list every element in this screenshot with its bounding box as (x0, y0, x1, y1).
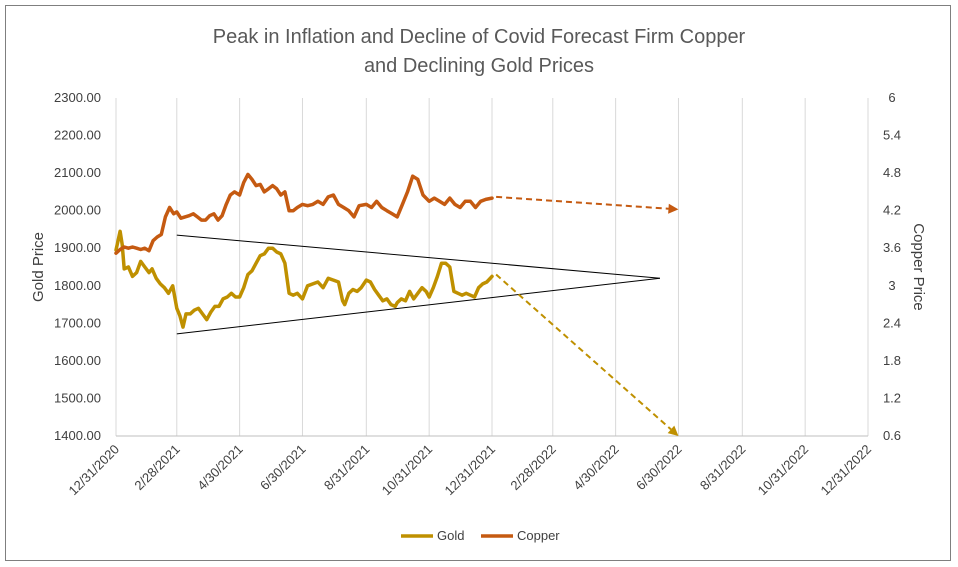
right-axis-title: Copper Price (910, 223, 927, 311)
x-tick-label: 12/31/2020 (65, 442, 122, 499)
right-y-tick-label: 1.8 (883, 353, 901, 368)
x-tick-label: 4/30/2022 (570, 442, 622, 494)
left-y-tick-label: 2000.00 (54, 203, 101, 218)
left-y-tick-label: 1700.00 (54, 315, 101, 330)
x-tick-label: 8/31/2021 (321, 442, 373, 494)
series-line-copper (114, 172, 494, 255)
left-y-tick-label: 2200.00 (54, 128, 101, 143)
left-y-tick-label: 2300.00 (54, 90, 101, 105)
right-y-tick-label: 0.6 (883, 428, 901, 443)
series-lines (114, 172, 494, 329)
right-y-tick-label: 2.4 (883, 315, 901, 330)
right-y-tick-label: 4.8 (883, 165, 901, 180)
left-y-tick-label: 1400.00 (54, 428, 101, 443)
forecast-arrow-line (495, 273, 672, 431)
right-y-tick-label: 1.2 (883, 390, 901, 405)
x-tick-label: 10/31/2022 (755, 442, 812, 499)
x-tick-label: 8/31/2022 (697, 442, 749, 494)
x-tick-label: 4/30/2021 (194, 442, 246, 494)
gridlines (115, 98, 869, 436)
legend: Gold Copper (401, 528, 560, 543)
x-tick-label: 12/31/2022 (817, 442, 874, 499)
right-y-tick-label: 3.6 (883, 240, 901, 255)
legend-label-gold: Gold (437, 528, 464, 543)
series-line-gold (114, 229, 494, 329)
left-y-tick-label: 1600.00 (54, 353, 101, 368)
trendline (176, 234, 660, 279)
right-y-tick-label: 3 (888, 278, 895, 293)
forecast-arrow-head (667, 425, 679, 436)
right-y-tick-label: 6 (888, 90, 895, 105)
x-tick-label: 6/30/2022 (633, 442, 685, 494)
left-y-tick-label: 1800.00 (54, 278, 101, 293)
left-y-tick-label: 1500.00 (54, 390, 101, 405)
chart-title-line-1: Peak in Inflation and Decline of Covid F… (213, 26, 746, 48)
left-axis-title: Gold Price (30, 232, 47, 302)
x-tick-label: 12/31/2021 (441, 442, 498, 499)
right-y-tick-label: 5.4 (883, 128, 901, 143)
chart-title-line-2: and Declining Gold Prices (364, 55, 594, 77)
x-tick-label: 6/30/2021 (257, 442, 309, 494)
chart-frame (5, 5, 951, 561)
left-y-tick-label: 2100.00 (54, 165, 101, 180)
forecast-arrow-line (496, 195, 669, 210)
x-tick-label: 10/31/2021 (379, 442, 436, 499)
right-y-tick-label: 4.2 (883, 203, 901, 218)
annotations (176, 195, 679, 436)
left-y-tick-label: 1900.00 (54, 240, 101, 255)
legend-label-copper: Copper (517, 528, 560, 543)
x-tick-label: 2/28/2021 (131, 442, 183, 494)
trendline (176, 277, 660, 335)
x-tick-label: 2/28/2022 (507, 442, 559, 494)
forecast-arrow-head (668, 203, 679, 214)
